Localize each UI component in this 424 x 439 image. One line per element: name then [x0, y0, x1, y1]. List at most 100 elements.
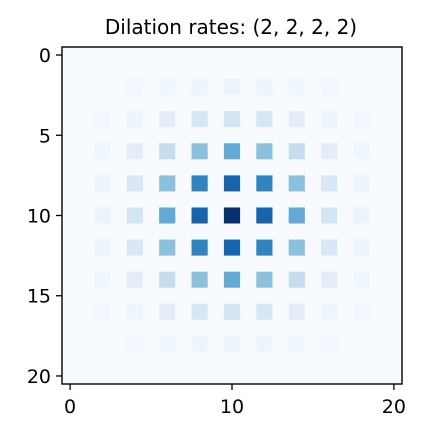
heatmap-cell [175, 367, 192, 385]
heatmap-cell [385, 351, 403, 369]
heatmap-cell [321, 79, 338, 96]
heatmap-cell [191, 127, 209, 144]
heatmap-cell [191, 367, 209, 385]
heatmap-cell [126, 239, 144, 257]
heatmap-cell [353, 47, 371, 64]
heatmap-cell [142, 367, 160, 385]
heatmap-cell [304, 63, 322, 80]
heatmap-cell [126, 303, 144, 321]
heatmap-cell [110, 207, 128, 224]
heatmap-cell [175, 127, 192, 144]
heatmap-cell [62, 159, 79, 176]
heatmap-cell [191, 63, 209, 80]
heatmap-cell [207, 223, 225, 240]
heatmap-cell [175, 191, 192, 208]
heatmap-cell [304, 223, 322, 240]
heatmap-cell [207, 239, 225, 257]
heatmap-cell [126, 207, 144, 224]
heatmap-cell [337, 207, 354, 224]
heatmap-cell [191, 47, 209, 64]
heatmap-cell [142, 239, 160, 257]
heatmap-cell [175, 159, 192, 176]
heatmap-cell [110, 287, 128, 305]
heatmap-cell [62, 223, 79, 240]
heatmap-cell [110, 127, 128, 144]
heatmap-cell [385, 335, 403, 353]
heatmap-cell [175, 351, 192, 369]
heatmap-cell [142, 303, 160, 321]
heatmap-cell [272, 351, 290, 369]
heatmap-cell [94, 319, 111, 337]
heatmap-cell [110, 223, 128, 240]
heatmap-cell [126, 191, 144, 208]
heatmap-cell [191, 223, 209, 240]
heatmap-cell [78, 127, 95, 144]
heatmap-cell [78, 63, 95, 80]
heatmap-cell [207, 319, 225, 337]
heatmap-cell [110, 63, 128, 80]
heatmap-cell [159, 367, 176, 385]
heatmap-cell [385, 319, 403, 337]
heatmap-cell [256, 63, 273, 80]
heatmap-cell [353, 223, 371, 240]
heatmap-cell [353, 159, 371, 176]
heatmap-cell [223, 319, 241, 337]
heatmap-cell [207, 287, 225, 305]
heatmap-cell [272, 367, 290, 385]
heatmap-cell [240, 239, 257, 257]
heatmap-cell [385, 95, 403, 112]
heatmap-cell [272, 255, 290, 273]
heatmap-cell [94, 63, 111, 80]
heatmap-cell [142, 319, 160, 337]
heatmap-cell [207, 303, 225, 321]
heatmap-cell [369, 239, 387, 257]
heatmap-cell [304, 335, 322, 353]
heatmap-cell [207, 111, 225, 128]
heatmap-cell [321, 319, 338, 337]
heatmap-cell [62, 95, 79, 112]
heatmap-cell [240, 159, 257, 176]
heatmap-cell [62, 111, 79, 128]
heatmap-cell [272, 63, 290, 80]
heatmap-cell [288, 111, 306, 128]
heatmap-cell [223, 351, 241, 369]
heatmap-cell [94, 351, 111, 369]
heatmap-cell [337, 175, 354, 192]
heatmap-cell [288, 191, 306, 208]
heatmap-cell [223, 271, 241, 289]
heatmap-cell [191, 95, 209, 112]
heatmap-cell [126, 335, 144, 353]
heatmap-cell [385, 127, 403, 144]
heatmap-cell [62, 335, 79, 353]
heatmap-cell [337, 351, 354, 369]
heatmap-cell [142, 95, 160, 112]
heatmap-cell [321, 63, 338, 80]
heatmap-cell [207, 255, 225, 273]
heatmap-cell [142, 351, 160, 369]
heatmap-cell [240, 79, 257, 96]
heatmap-cell [369, 223, 387, 240]
heatmap-cell [207, 175, 225, 192]
heatmap-cell [62, 239, 79, 257]
heatmap-cell [337, 303, 354, 321]
heatmap-cell [240, 223, 257, 240]
heatmap-cell [142, 47, 160, 64]
heatmap-cell [256, 271, 273, 289]
heatmap-cell [337, 95, 354, 112]
heatmap-cell [142, 191, 160, 208]
heatmap-cell [126, 271, 144, 289]
heatmap-cell [110, 191, 128, 208]
heatmap-cell [126, 79, 144, 96]
heatmap-cell [175, 63, 192, 80]
heatmap-cell [337, 47, 354, 64]
heatmap-cell [321, 127, 338, 144]
heatmap-cell [337, 287, 354, 305]
heatmap-cell [256, 223, 273, 240]
heatmap-cell [142, 287, 160, 305]
heatmap-cell [191, 255, 209, 273]
heatmap-cell [191, 175, 209, 192]
heatmap-cells [62, 47, 403, 385]
heatmap-cell [288, 95, 306, 112]
heatmap-cell [321, 287, 338, 305]
